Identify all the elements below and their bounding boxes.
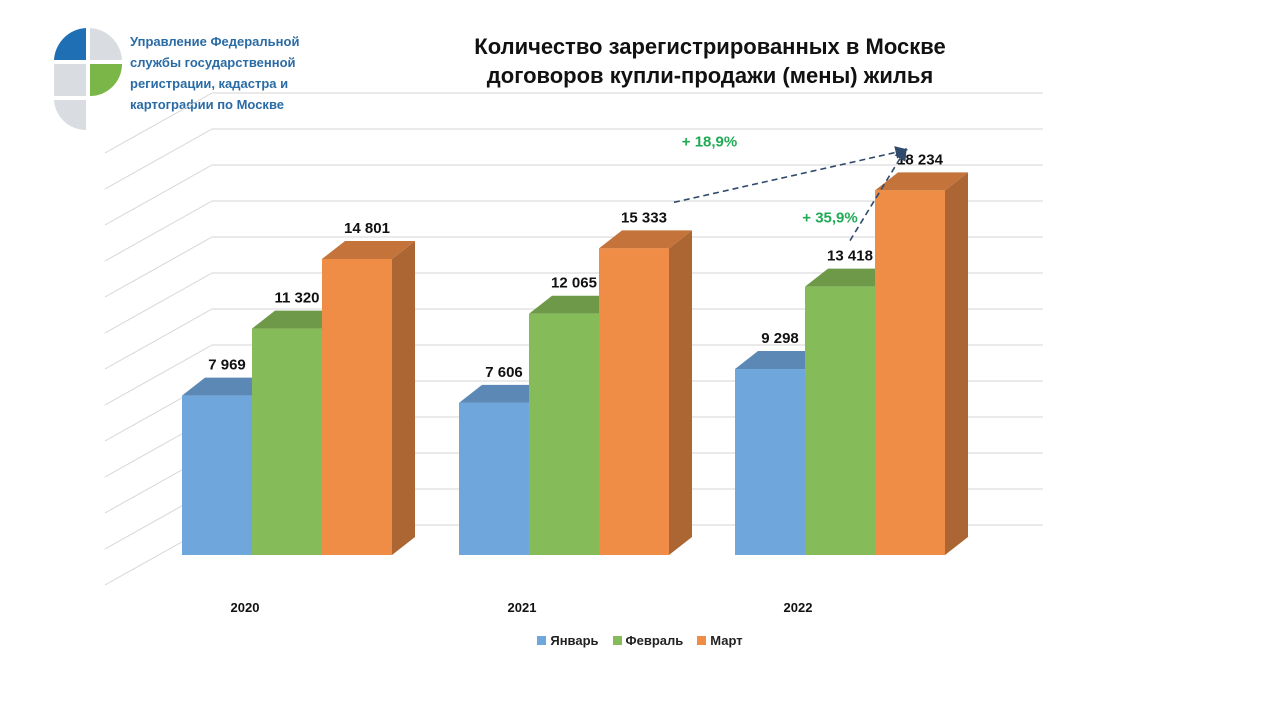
bar-top: [529, 295, 622, 314]
data-label: 18 234: [897, 151, 944, 168]
legend-swatch: [537, 636, 547, 645]
bar: [805, 286, 875, 555]
bar-top: [599, 230, 692, 249]
org-name-line: регистрации, кадастра и: [130, 76, 289, 91]
chart-title-line: договоров купли-продажи (мены) жилья: [486, 63, 934, 88]
data-label: 9 298: [761, 330, 799, 347]
bar: [599, 248, 669, 555]
legend-label: Февраль: [625, 633, 684, 648]
bar-top: [252, 310, 345, 329]
org-name-line: Управление Федеральной: [130, 34, 300, 49]
bar-side: [669, 230, 692, 555]
annotation-label: + 18,9%: [682, 133, 737, 150]
bar-top: [735, 351, 828, 370]
legend-item: Март: [697, 633, 743, 648]
legend-label: Январь: [550, 633, 599, 648]
grid-line: [104, 92, 213, 154]
data-label: 7 969: [208, 357, 246, 374]
bar: [735, 369, 805, 555]
data-label: 14 801: [344, 220, 390, 237]
bar: [322, 258, 392, 555]
bar: [875, 190, 945, 555]
bar: [252, 328, 322, 555]
data-label: 12 065: [551, 275, 597, 292]
legend-swatch: [697, 636, 707, 645]
annotation-arrow: [849, 147, 907, 242]
org-name-line: службы государственной: [130, 55, 296, 70]
data-label: 7 606: [485, 364, 523, 381]
grid-line: [104, 344, 213, 406]
org-name: Управление Федеральной службы государств…: [130, 31, 330, 115]
org-name-line: картографии по Москве: [130, 97, 284, 112]
bar-top: [182, 377, 275, 396]
bar-top: [459, 384, 552, 403]
annotation-label: + 35,9%: [802, 210, 857, 227]
chart-title: Количество зарегистрированных в Москве д…: [380, 32, 1040, 90]
grid-line: [104, 308, 213, 370]
category-label: 2022: [784, 600, 813, 615]
legend-label: Март: [710, 633, 743, 648]
data-label: 11 320: [274, 290, 319, 307]
data-label: 13 418: [827, 248, 873, 265]
bar-top: [322, 240, 415, 259]
bar-top: [875, 172, 968, 191]
bar: [459, 402, 529, 555]
bar-side: [392, 240, 415, 556]
grid-line: [104, 200, 213, 262]
chart-title-line: Количество зарегистрированных в Москве: [474, 34, 946, 59]
grid-line: [104, 128, 213, 190]
grid-line: [104, 164, 213, 226]
legend-item: Январь: [537, 633, 599, 648]
bar-side: [945, 172, 968, 555]
legend-swatch: [612, 636, 622, 645]
bar-top: [805, 268, 898, 287]
data-label: 15 333: [621, 209, 667, 226]
bar: [529, 313, 599, 555]
annotation-arrow: [673, 146, 909, 204]
legend-item: Февраль: [612, 633, 684, 648]
rosreestr-logo-icon: [54, 28, 122, 131]
grid-line: [104, 236, 213, 298]
grid-line: [104, 272, 213, 334]
bar: [182, 395, 252, 555]
legend: Январь Февраль Март: [0, 633, 1280, 648]
category-label: 2021: [508, 600, 537, 615]
category-label: 2020: [231, 600, 260, 615]
